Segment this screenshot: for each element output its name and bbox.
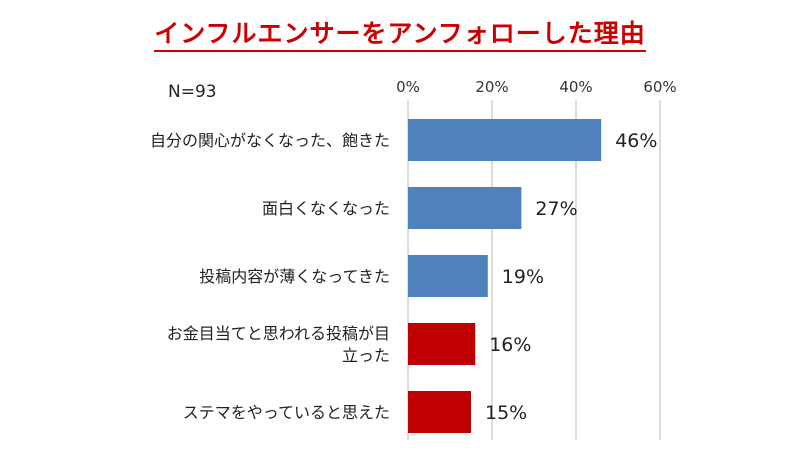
- bar: [408, 187, 522, 229]
- category-label: お金目当てと思われる投稿が目立った: [167, 324, 390, 365]
- category-label: 自分の関心がなくなった、飽きた: [150, 131, 390, 150]
- category-label-line: 立った: [342, 346, 390, 365]
- bar: [408, 255, 488, 297]
- category-label: ステマをやっていると思えた: [183, 403, 390, 422]
- x-tick-label: 20%: [475, 78, 508, 96]
- chart-title-text: インフルエンサーをアンフォローした理由: [154, 19, 646, 52]
- bar: [408, 119, 602, 161]
- category-label: 面白くなくなった: [262, 199, 390, 218]
- x-tick-label: 60%: [643, 78, 676, 96]
- bar: [408, 323, 476, 365]
- chart-title: インフルエンサーをアンフォローした理由: [0, 14, 800, 52]
- category-label-line: お金目当てと思われる投稿が目: [167, 324, 390, 343]
- data-label: 46%: [615, 130, 657, 152]
- category-label: 投稿内容が薄くなってきた: [199, 267, 390, 286]
- data-label: 27%: [535, 198, 577, 220]
- sample-size-label: N=93: [168, 82, 217, 102]
- data-label: 15%: [485, 402, 527, 424]
- data-label: 19%: [502, 266, 544, 288]
- x-tick-label: 40%: [559, 78, 592, 96]
- data-label: 16%: [489, 334, 531, 356]
- x-tick-label: 0%: [396, 78, 420, 96]
- bar: [408, 391, 471, 433]
